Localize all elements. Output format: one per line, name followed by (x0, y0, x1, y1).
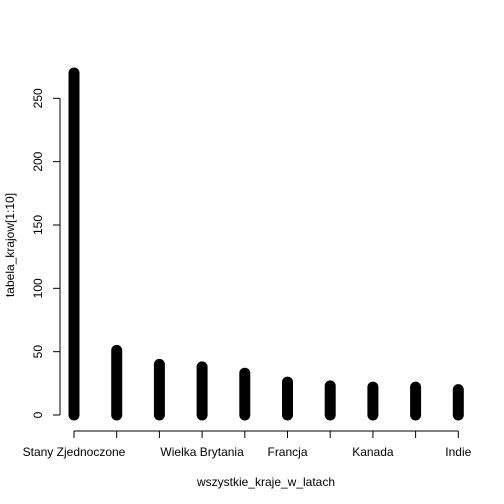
x-tick-label: Francja (267, 445, 307, 459)
x-tick-label: Wielka Brytania (160, 445, 244, 459)
x-tick-label: Kanada (352, 445, 394, 459)
y-tick-label: 0 (31, 411, 45, 418)
bars (68, 67, 464, 421)
x-axis: Stany Zjednoczone Wielka Brytania Francja K… (23, 430, 472, 459)
y-tick-label: 250 (31, 88, 45, 108)
x-axis-label: wszystkie_kraje_w_latach (196, 475, 335, 489)
x-tick-label: Stany Zjednoczone (23, 445, 126, 459)
y-tick-label: 100 (31, 278, 45, 298)
x-tick-label: Indie (445, 445, 471, 459)
y-axis-label: tabela_krajow[1:10] (3, 193, 17, 297)
y-tick-label: 50 (31, 345, 45, 359)
y-tick-label: 200 (31, 151, 45, 171)
y-axis: 0 50 100 150 200 250 (31, 88, 61, 418)
y-tick-label: 150 (31, 215, 45, 235)
